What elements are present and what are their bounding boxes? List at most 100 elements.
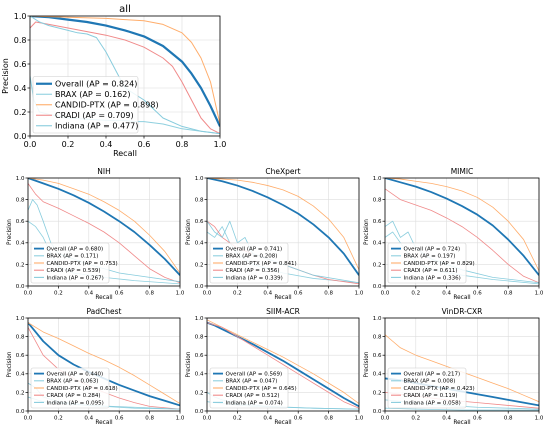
y-tick-label: 1.0: [16, 316, 25, 322]
y-tick-label: 0.2: [14, 108, 27, 117]
y-tick-label: 0.4: [16, 372, 25, 378]
x-tick-label: 0.2: [233, 416, 242, 422]
y-tick-label: 0.4: [195, 241, 204, 247]
x-tick-label: 0.8: [324, 291, 333, 297]
y-axis-label: Precision: [186, 351, 192, 377]
legend-box: [209, 367, 289, 409]
legend-entry: BRAX (AP = 0.047): [226, 379, 278, 385]
legend-box: [387, 242, 467, 284]
y-tick-label: 0.8: [195, 335, 204, 341]
legend-entry: BRAX (AP = 0.063): [47, 379, 99, 385]
legend: Overall (AP = 0.680)BRAX (AP = 0.171)CAN…: [30, 242, 118, 284]
legend-entry: BRAX (AP = 0.208): [226, 254, 278, 260]
legend-entry: Indiana (AP = 0.074): [226, 400, 283, 406]
y-tick-label: 0.0: [195, 409, 204, 415]
legend: Overall (AP = 0.724)BRAX (AP = 0.197)CAN…: [387, 242, 475, 284]
legend: Overall (AP = 0.569)BRAX (AP = 0.047)CAN…: [209, 367, 297, 409]
y-tick-label: 0.6: [16, 353, 25, 359]
x-tick-label: 0.0: [381, 416, 390, 422]
legend-entry: CRADI (AP = 0.356): [226, 268, 280, 274]
legend-entry: Indiana (AP = 0.339): [226, 275, 283, 281]
legend-box: [30, 242, 110, 284]
x-axis-label: Recall: [453, 295, 471, 301]
legend-entry: CANDID-PTX (AP = 0.645): [226, 386, 297, 392]
x-tick-label: 0.6: [473, 416, 482, 422]
y-tick-label: 1.0: [14, 12, 27, 21]
series-line-overall: [207, 321, 359, 408]
y-tick-label: 1.0: [195, 176, 204, 182]
y-tick-label: 0.0: [195, 284, 204, 290]
y-axis-label: Precision: [7, 351, 13, 377]
x-tick-label: 0.6: [294, 416, 303, 422]
y-tick-label: 0.4: [14, 84, 27, 93]
legend-entry: Indiana (AP = 0.336): [404, 275, 461, 281]
axes-frame: [206, 317, 360, 412]
x-tick-label: 0.0: [381, 291, 390, 297]
y-axis-label: Precision: [7, 219, 13, 245]
legend-entry: CANDID-PTX (AP = 0.841): [226, 261, 297, 267]
series-line-overall: [30, 16, 220, 127]
panel-siim-acr: 0.0 0.2 0.4 0.6 0.8 1.0 0.0 0.2 0.4 0.6 0.8 1.0 SIIM…: [186, 307, 364, 426]
x-tick-label: 1.0: [176, 416, 185, 422]
x-tick-label: 0.0: [203, 416, 212, 422]
legend-entry: Overall (AP = 0.824): [55, 80, 137, 89]
y-axis-label: Precision: [364, 351, 370, 377]
series-line-overall: [207, 178, 359, 276]
legend-entry: BRAX (AP = 0.171): [47, 254, 99, 260]
legend-entry: Overall (AP = 0.217): [404, 372, 461, 378]
series-line-candid-ptx: [207, 178, 359, 270]
x-axis-label: Recall: [113, 149, 137, 158]
y-tick-label: 0.6: [195, 219, 204, 225]
legend-entry: BRAX (AP = 0.008): [404, 379, 456, 385]
panel-padchest: 0.0 0.2 0.4 0.6 0.8 1.0 0.0 0.2 0.4 0.6 0.8 1.0 PadC…: [7, 307, 185, 426]
legend-entry: Indiana (AP = 0.095): [47, 400, 104, 406]
legend-entry: CANDID-PTX (AP = 0.829): [404, 261, 475, 267]
x-tick-label: 0.8: [504, 416, 513, 422]
chart-title: NIH: [97, 167, 110, 176]
y-tick-label: 0.8: [16, 198, 25, 204]
legend: Overall (AP = 0.741)BRAX (AP = 0.208)CAN…: [209, 242, 297, 284]
y-axis-label: Precision: [364, 219, 370, 245]
x-tick-label: 0.4: [84, 416, 93, 422]
legend-entry: CRADI (AP = 0.709): [55, 111, 134, 120]
y-axis-label: Precision: [186, 219, 192, 245]
legend-entry: Overall (AP = 0.569): [226, 372, 283, 378]
x-tick-label: 0.6: [115, 291, 124, 297]
chart-title: CheXpert: [265, 167, 300, 176]
legend-entry: CANDID-PTX (AP = 0.423): [404, 386, 475, 392]
legend-entry: CRADI (AP = 0.539): [47, 268, 101, 274]
x-tick-label: 1.0: [535, 291, 544, 297]
panel-chexpert: 0.0 0.2 0.4 0.6 0.8 1.0 0.0 0.2 0.4 0.6 0.8 1.0 CheX…: [186, 167, 364, 301]
y-tick-label: 0.6: [14, 60, 27, 69]
y-tick-label: 0.2: [16, 390, 25, 396]
series-line-candid-ptx: [28, 178, 180, 274]
x-tick-label: 0.8: [145, 291, 154, 297]
x-tick-label: 0.6: [294, 291, 303, 297]
y-tick-label: 1.0: [373, 316, 382, 322]
x-tick-label: 0.6: [473, 291, 482, 297]
y-tick-label: 0.4: [16, 241, 25, 247]
x-tick-label: 1.0: [176, 291, 185, 297]
x-axis-label: Recall: [95, 420, 113, 426]
x-tick-label: 0.8: [176, 140, 189, 149]
series-line-brax: [385, 407, 539, 411]
series-line-overall: [385, 178, 539, 276]
y-tick-label: 0.0: [373, 409, 382, 415]
legend-entry: CRADI (AP = 0.512): [226, 393, 280, 399]
chart-title: VinDR-CXR: [442, 307, 483, 316]
y-tick-label: 0.8: [16, 335, 25, 341]
y-tick-label: 0.2: [16, 262, 25, 268]
legend-entry: Indiana (AP = 0.267): [47, 275, 104, 281]
y-tick-label: 0.6: [373, 219, 382, 225]
legend-box: [387, 367, 467, 409]
x-tick-label: 0.4: [100, 140, 113, 149]
y-tick-label: 0.2: [373, 262, 382, 268]
x-tick-label: 0.6: [115, 416, 124, 422]
series-line-indiana: [207, 220, 359, 284]
series-line-cradi: [30, 21, 220, 135]
x-tick-label: 0.8: [504, 291, 513, 297]
legend: Overall (AP = 0.824)BRAX (AP = 0.162) CAN…: [32, 76, 159, 134]
legend-entry: Indiana (AP = 0.477): [55, 122, 138, 131]
legend-entry: CANDID-PTX (AP = 0.898): [55, 101, 159, 110]
